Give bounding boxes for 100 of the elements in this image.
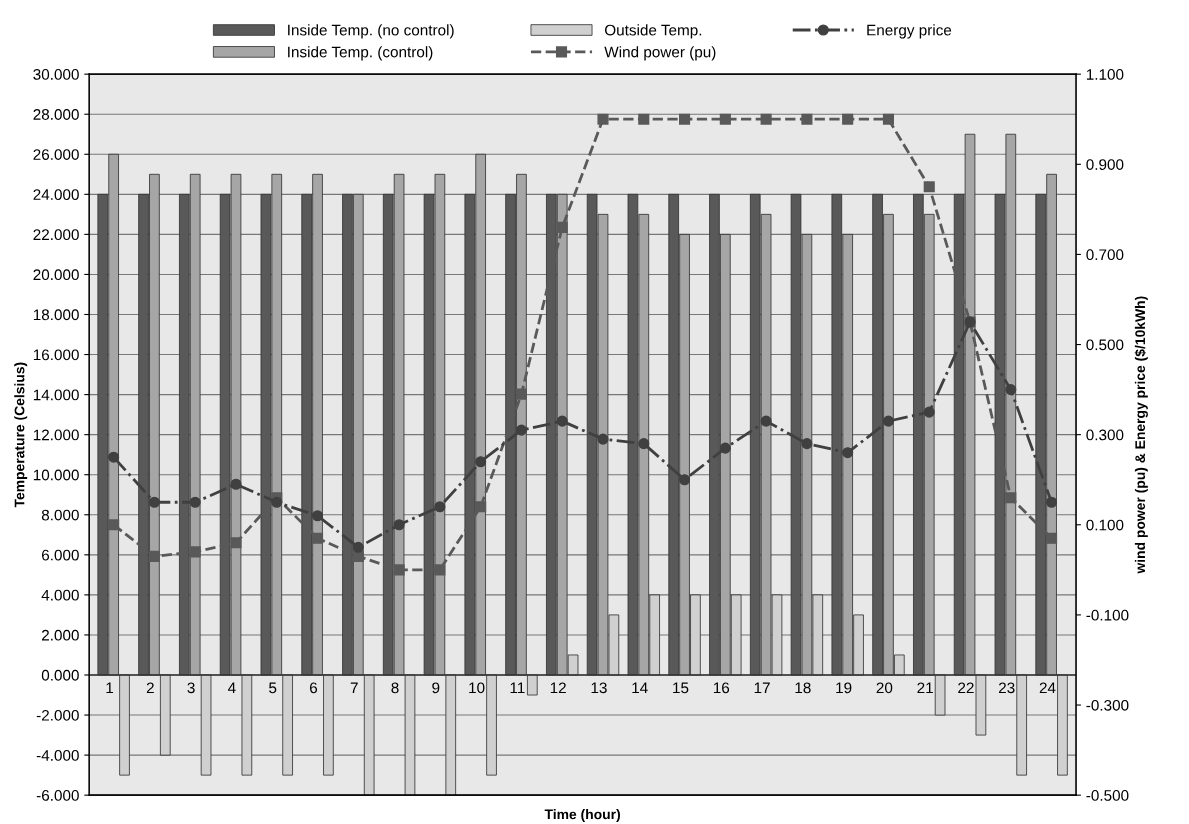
point bbox=[230, 537, 242, 549]
point bbox=[556, 415, 568, 427]
point bbox=[352, 550, 364, 562]
x-tick-label: 3 bbox=[187, 682, 195, 694]
point bbox=[189, 496, 201, 508]
y-tick-label: -2.000 bbox=[36, 709, 79, 721]
point bbox=[515, 388, 527, 400]
point bbox=[842, 113, 854, 125]
y2-tick-label: 0.300 bbox=[1086, 429, 1124, 441]
y2-tick-label: 1.100 bbox=[1086, 69, 1124, 80]
point bbox=[801, 113, 813, 125]
x-tick-label: 21 bbox=[917, 682, 933, 694]
point bbox=[148, 550, 160, 562]
point bbox=[597, 113, 609, 125]
point bbox=[597, 433, 609, 445]
point bbox=[393, 564, 405, 576]
y-tick-label: 0.000 bbox=[41, 669, 79, 681]
x-tick-label: 6 bbox=[309, 682, 318, 694]
point bbox=[923, 406, 935, 418]
x-tick-label: 1 bbox=[106, 682, 114, 694]
point bbox=[638, 438, 650, 450]
point bbox=[434, 501, 446, 513]
x-tick-label: 22 bbox=[958, 682, 974, 694]
y-tick-label: 24.000 bbox=[33, 189, 79, 201]
x-tick-label: 16 bbox=[713, 682, 730, 694]
legend-label: Outside Temp. bbox=[605, 24, 702, 39]
point bbox=[393, 519, 405, 531]
point bbox=[882, 113, 895, 125]
y-tick-label: 16.000 bbox=[33, 349, 79, 361]
point bbox=[1005, 384, 1017, 396]
point bbox=[108, 519, 120, 531]
point bbox=[882, 415, 895, 427]
y-tick-label: 30.000 bbox=[33, 69, 79, 80]
legend-label: Inside Temp. (control) bbox=[288, 46, 433, 61]
y-tick-label: 26.000 bbox=[33, 149, 79, 160]
legend-label: Inside Temp. (no control) bbox=[288, 24, 454, 39]
x-tick-label: 10 bbox=[469, 682, 485, 694]
x-tick-label: 2 bbox=[146, 682, 154, 694]
x-tick-label: 12 bbox=[550, 682, 566, 694]
point bbox=[719, 442, 731, 454]
x-tick-label: 4 bbox=[228, 682, 236, 694]
point bbox=[475, 456, 487, 468]
point bbox=[923, 181, 935, 193]
y2-tick-label: 0.700 bbox=[1086, 249, 1124, 261]
legend-label: Wind power (pu) bbox=[604, 46, 716, 61]
x-tick-label: 13 bbox=[591, 682, 607, 694]
point bbox=[434, 564, 446, 576]
y-tick-label: 14.000 bbox=[33, 389, 79, 401]
point bbox=[1005, 492, 1017, 504]
x-tick-label: 8 bbox=[391, 682, 399, 694]
y2-tick-label: 0.100 bbox=[1086, 519, 1124, 531]
y-tick-label: 6.000 bbox=[42, 549, 79, 561]
x-tick-label: 17 bbox=[754, 682, 770, 694]
point bbox=[311, 510, 324, 522]
x-tick-label: 23 bbox=[998, 682, 1015, 694]
point bbox=[515, 424, 527, 436]
y2-axis-title: wind power (pu) & Energy price ($/10kWh) bbox=[1134, 296, 1148, 574]
y-tick-label: -4.000 bbox=[36, 749, 79, 761]
point bbox=[638, 113, 650, 125]
y-axis-title: Temperature (Celsius) bbox=[14, 362, 28, 508]
point bbox=[1046, 532, 1058, 544]
point bbox=[148, 496, 160, 508]
point bbox=[1046, 496, 1058, 508]
x-tick-label: 24 bbox=[1039, 682, 1056, 694]
point bbox=[189, 546, 201, 558]
y-tick-label: 10.000 bbox=[33, 469, 79, 481]
point bbox=[230, 478, 242, 490]
legend-label: Energy price bbox=[867, 24, 952, 39]
point bbox=[842, 447, 854, 459]
point bbox=[679, 474, 691, 486]
x-tick-label: 19 bbox=[836, 682, 852, 694]
point bbox=[679, 113, 691, 125]
y2-tick-label: 0.500 bbox=[1086, 339, 1124, 351]
y-tick-label: 28.000 bbox=[33, 109, 79, 120]
point bbox=[108, 451, 120, 463]
y-tick-label: 12.000 bbox=[33, 429, 79, 441]
x-tick-label: 18 bbox=[795, 682, 811, 694]
point bbox=[475, 501, 487, 513]
point bbox=[760, 113, 772, 125]
y-tick-label: 4.000 bbox=[41, 589, 79, 601]
x-tick-label: 7 bbox=[350, 682, 358, 694]
y-tick-label: 22.000 bbox=[33, 229, 79, 241]
y-tick-label: 20.000 bbox=[33, 269, 79, 281]
y-tick-label: 8.000 bbox=[41, 509, 79, 521]
y-tick-label: 2.000 bbox=[41, 629, 79, 641]
y-tick-label: 18.000 bbox=[33, 309, 79, 321]
x-tick-label: 11 bbox=[510, 682, 525, 694]
point bbox=[801, 438, 813, 450]
y2-tick-label: -0.100 bbox=[1086, 609, 1129, 621]
y2-tick-label: 0.900 bbox=[1086, 159, 1124, 170]
x-axis-title: Time (hour) bbox=[544, 809, 620, 822]
x-tick-label: 15 bbox=[673, 682, 689, 694]
y2-tick-label: -0.300 bbox=[1086, 699, 1129, 711]
point bbox=[760, 415, 772, 427]
point bbox=[352, 541, 364, 553]
x-tick-label: 5 bbox=[269, 682, 277, 694]
x-tick-label: 14 bbox=[632, 682, 648, 694]
point bbox=[271, 496, 283, 508]
y-tick-label: -6.000 bbox=[36, 790, 79, 801]
x-tick-label: 9 bbox=[432, 682, 440, 694]
